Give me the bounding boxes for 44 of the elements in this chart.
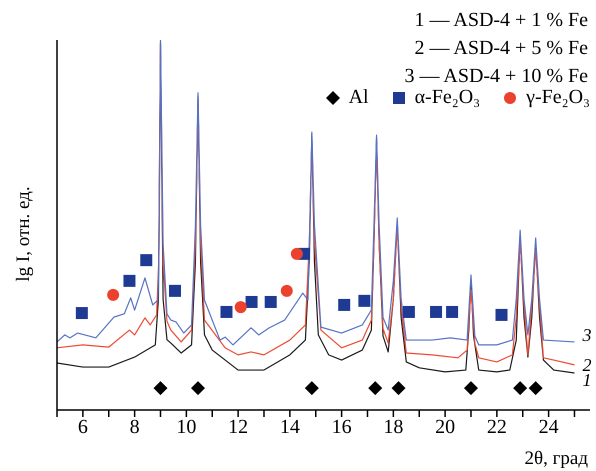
text: 1 — ASD-4 + 1 % Fe	[413, 8, 588, 33]
legend-label: γ-Fe₂O₃	[526, 86, 590, 109]
series-label: 3	[581, 324, 592, 345]
x-tick-label: 10	[176, 416, 196, 438]
point	[246, 296, 258, 308]
point	[123, 274, 136, 287]
point	[402, 306, 415, 318]
point	[76, 307, 88, 320]
x-tick-label: 12	[228, 416, 248, 438]
legend-label: Al	[348, 86, 369, 109]
point	[191, 381, 206, 396]
x-tick-label: 22	[486, 416, 507, 438]
point	[153, 381, 168, 396]
x-tick-label: 6	[78, 416, 88, 438]
annotation: 3 — ASD-4 + 10 % Fe	[404, 64, 588, 89]
point	[430, 306, 442, 318]
point	[107, 288, 120, 301]
point	[168, 284, 181, 297]
annotation: 2 — ASD-4 + 5 % Fe	[413, 36, 588, 61]
point	[528, 381, 543, 396]
x-tick-label: 14	[280, 416, 300, 438]
y-axis-title: lg I, отн. ед.	[13, 186, 35, 282]
point	[513, 381, 528, 396]
point	[234, 301, 247, 314]
point	[358, 294, 370, 307]
x-tick-label: 24	[538, 416, 559, 438]
point	[392, 381, 406, 396]
point	[290, 248, 303, 260]
point	[304, 381, 319, 396]
legend-label: α-Fe₂O₃	[414, 86, 480, 109]
point	[446, 306, 458, 318]
point	[264, 296, 277, 308]
point	[496, 308, 508, 321]
x-axis-title: 2θ, град	[524, 448, 588, 470]
point	[368, 381, 382, 396]
point	[464, 381, 478, 396]
point	[280, 284, 293, 297]
x-tick-label: 20	[435, 416, 456, 438]
point	[140, 254, 152, 266]
x-tick-label: 16	[332, 416, 352, 438]
x-tick-label: 8	[130, 416, 140, 438]
x-tick-label: 18	[383, 416, 404, 438]
point	[338, 298, 350, 311]
point	[220, 306, 232, 318]
